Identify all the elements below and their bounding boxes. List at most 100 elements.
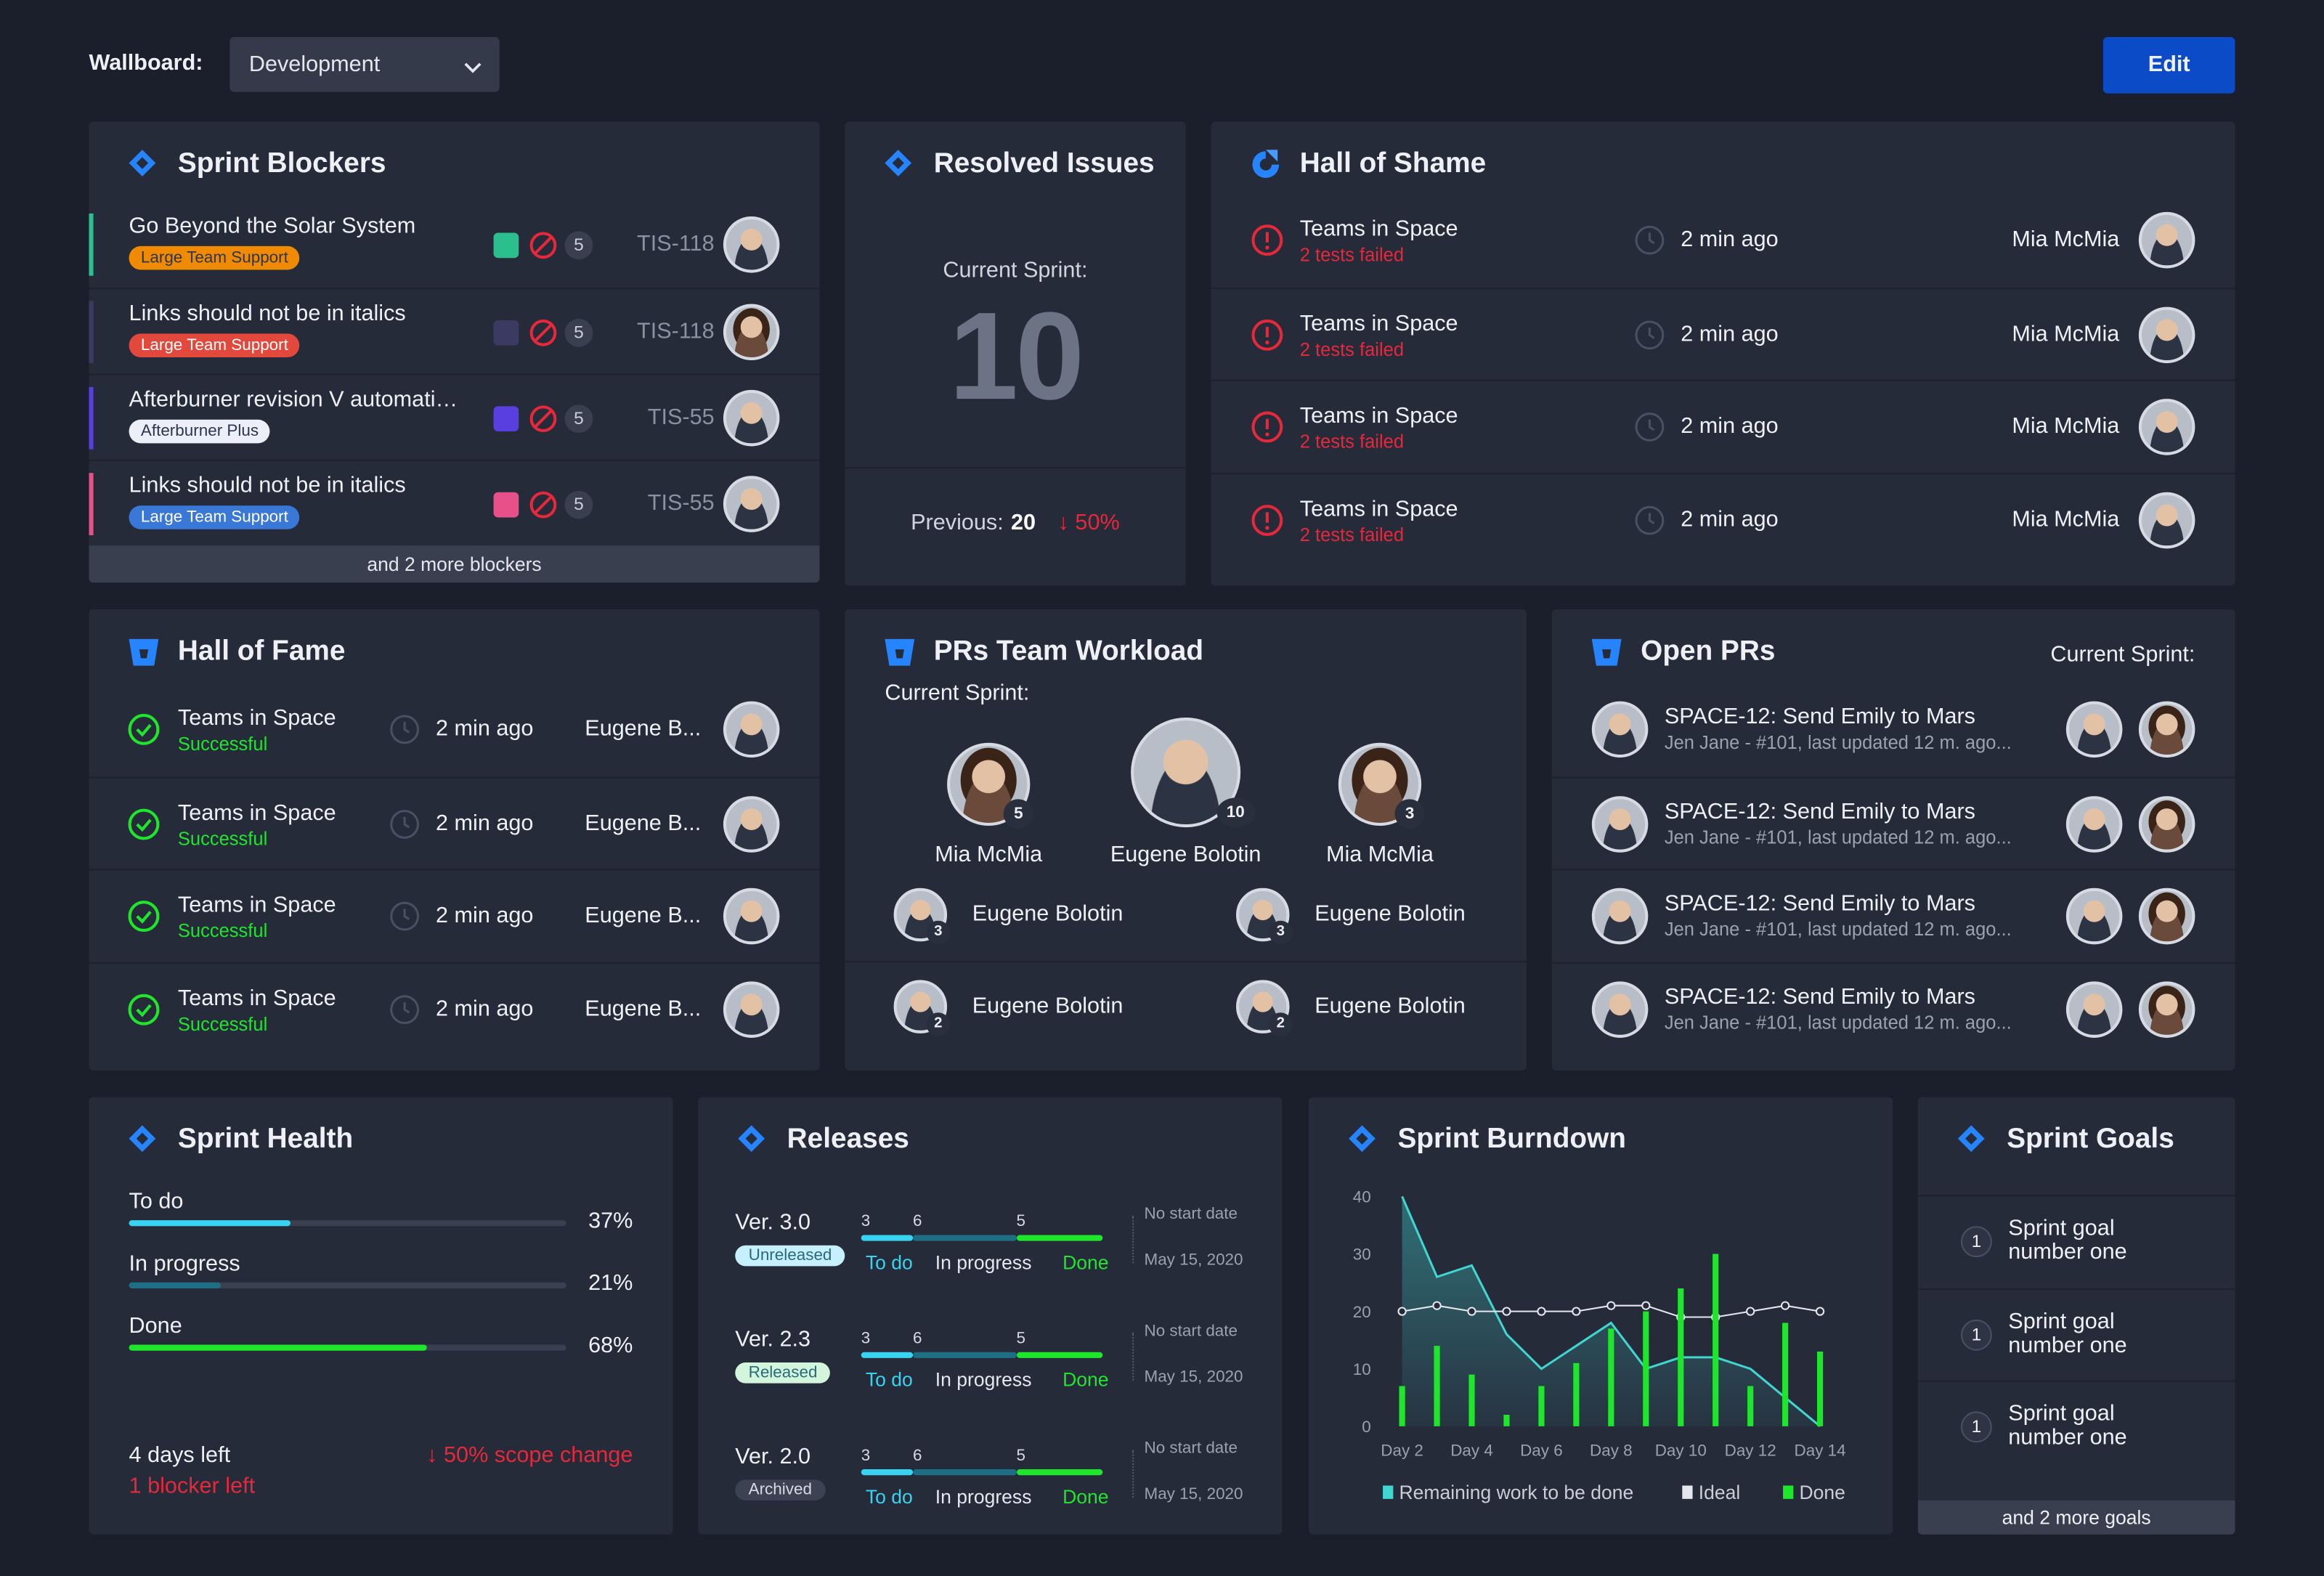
widget-icon-part bbox=[1349, 1125, 1376, 1153]
build-name: Teams in Space bbox=[177, 705, 336, 731]
build-time: 2 min ago bbox=[1681, 506, 1779, 532]
clock-icon-part bbox=[1648, 419, 1655, 431]
panel: Hall of Shame Teams in Space 2 tests faile… bbox=[1211, 121, 2235, 586]
widget-icon-part bbox=[892, 157, 904, 169]
segment-count: 6 bbox=[912, 1212, 922, 1231]
legend-done: Done bbox=[1063, 1485, 1109, 1508]
ideal-point bbox=[1432, 1301, 1442, 1310]
legend-swatch bbox=[1682, 1485, 1693, 1499]
ideal-point bbox=[1815, 1307, 1825, 1316]
clock-icon bbox=[1635, 505, 1665, 535]
build-user: Mia McMia bbox=[2012, 413, 2120, 439]
done-bar bbox=[1538, 1386, 1545, 1426]
build-name: Teams in Space bbox=[177, 800, 336, 826]
release-version: Ver. 2.0 bbox=[735, 1444, 811, 1470]
pr-meta: Jen Jane - #101, last updated 12 m. ago.… bbox=[1664, 1012, 2012, 1033]
failed-icon bbox=[1251, 224, 1283, 256]
success-icon bbox=[128, 900, 161, 933]
success-icon-part bbox=[128, 808, 160, 840]
clock-icon-part bbox=[1635, 320, 1665, 349]
divider bbox=[845, 467, 1186, 469]
release-segment bbox=[912, 1235, 1017, 1241]
bar-label: Done bbox=[129, 1313, 182, 1339]
blocked-icon bbox=[529, 319, 558, 347]
avatar bbox=[2138, 795, 2195, 852]
avatar bbox=[2065, 980, 2123, 1037]
issue-key: TIS-118 bbox=[637, 231, 715, 257]
bar-fill bbox=[129, 1344, 426, 1351]
more-goals: and 2 more goals bbox=[1917, 1500, 2235, 1535]
widget-icon-part bbox=[129, 638, 159, 666]
issue-type-icon bbox=[493, 406, 519, 432]
build-time: 2 min ago bbox=[435, 810, 534, 836]
success-icon bbox=[128, 808, 161, 840]
pr-row: SPACE-12: Send Emily to Mars Jen Jane - #… bbox=[1551, 961, 2235, 1055]
avatar bbox=[723, 304, 780, 361]
success-icon bbox=[128, 993, 161, 1025]
build-time: 2 min ago bbox=[435, 995, 534, 1021]
widget-icon bbox=[885, 150, 914, 179]
avatar bbox=[1591, 701, 1649, 758]
wallboard-dropdown[interactable]: Development bbox=[229, 37, 500, 92]
member-name: Eugene Bolotin bbox=[972, 993, 1124, 1019]
start-date: No start date bbox=[1144, 1322, 1238, 1341]
failed-icon-part bbox=[1265, 432, 1269, 436]
done-bar bbox=[1747, 1386, 1754, 1426]
clock-icon-part bbox=[390, 901, 420, 931]
avatar bbox=[723, 795, 780, 852]
clock-icon bbox=[390, 715, 420, 744]
release-version: Ver. 3.0 bbox=[735, 1209, 811, 1235]
goal-row: 1 Sprint goal number one bbox=[1917, 1287, 2235, 1381]
blocked-icon-part bbox=[529, 319, 557, 346]
build-status: Successful bbox=[177, 1013, 268, 1034]
avatar bbox=[723, 476, 780, 532]
previous-label: Previous: bbox=[911, 510, 1004, 535]
release-segment bbox=[912, 1352, 1017, 1358]
avatar bbox=[2138, 491, 2195, 548]
segment-count: 5 bbox=[1016, 1447, 1026, 1465]
goal-text: Sprint goal number one bbox=[2008, 1308, 2127, 1357]
ideal-point bbox=[1746, 1307, 1755, 1316]
widget-title: PRs Team Workload bbox=[933, 635, 1204, 667]
build-user: Eugene B... bbox=[585, 903, 702, 928]
accent-bar bbox=[89, 213, 94, 276]
done-bar bbox=[1434, 1346, 1440, 1426]
build-user: Mia McMia bbox=[2012, 320, 2120, 346]
done-bar bbox=[1608, 1328, 1614, 1426]
chevron bbox=[463, 57, 484, 73]
issue-type-icon bbox=[493, 232, 519, 259]
remaining-line bbox=[1401, 1195, 1821, 1428]
x-tick-label: Day 12 bbox=[1725, 1442, 1776, 1460]
release-segment bbox=[861, 1235, 913, 1241]
issue-title: Afterburner revision V automati… bbox=[129, 386, 458, 413]
release: Ver. 2.0 Archived 3 6 5 To do In progress Done N… bbox=[698, 1435, 1282, 1535]
success-icon-part bbox=[128, 713, 160, 745]
done-bar bbox=[1573, 1362, 1580, 1426]
widget-icon bbox=[1591, 638, 1622, 667]
widget-icon bbox=[738, 1125, 768, 1155]
avatar bbox=[2138, 211, 2195, 269]
ideal-point bbox=[1572, 1307, 1581, 1316]
success-icon-part bbox=[128, 993, 160, 1025]
clock-icon bbox=[1635, 413, 1665, 442]
clock-icon-part bbox=[1635, 505, 1665, 535]
widget-icon-part bbox=[129, 150, 156, 176]
issue-type-icon bbox=[493, 492, 519, 518]
build-name: Teams in Space bbox=[177, 985, 336, 1011]
success-icon-part bbox=[128, 808, 160, 840]
clock-icon-part bbox=[390, 715, 420, 744]
release: Ver. 2.3 Released 3 6 5 To do In progress Done N… bbox=[698, 1318, 1282, 1422]
clock-icon bbox=[390, 994, 420, 1024]
widget-icon-part bbox=[885, 638, 915, 666]
blocked-icon-part bbox=[529, 232, 557, 259]
accent-bar bbox=[89, 473, 94, 535]
widget-icon-part bbox=[129, 1125, 156, 1153]
clock-icon-part bbox=[403, 722, 410, 734]
success-icon-part bbox=[136, 911, 152, 924]
edit-button[interactable]: Edit bbox=[2102, 37, 2235, 94]
blocked-icon-part bbox=[534, 323, 553, 342]
avatar bbox=[2138, 887, 2195, 945]
subtitle: Current Sprint: bbox=[2050, 641, 2195, 667]
y-tick-label: 20 bbox=[1353, 1303, 1371, 1321]
pr-row: SPACE-12: Send Emily to Mars Jen Jane - #… bbox=[1551, 776, 2235, 869]
